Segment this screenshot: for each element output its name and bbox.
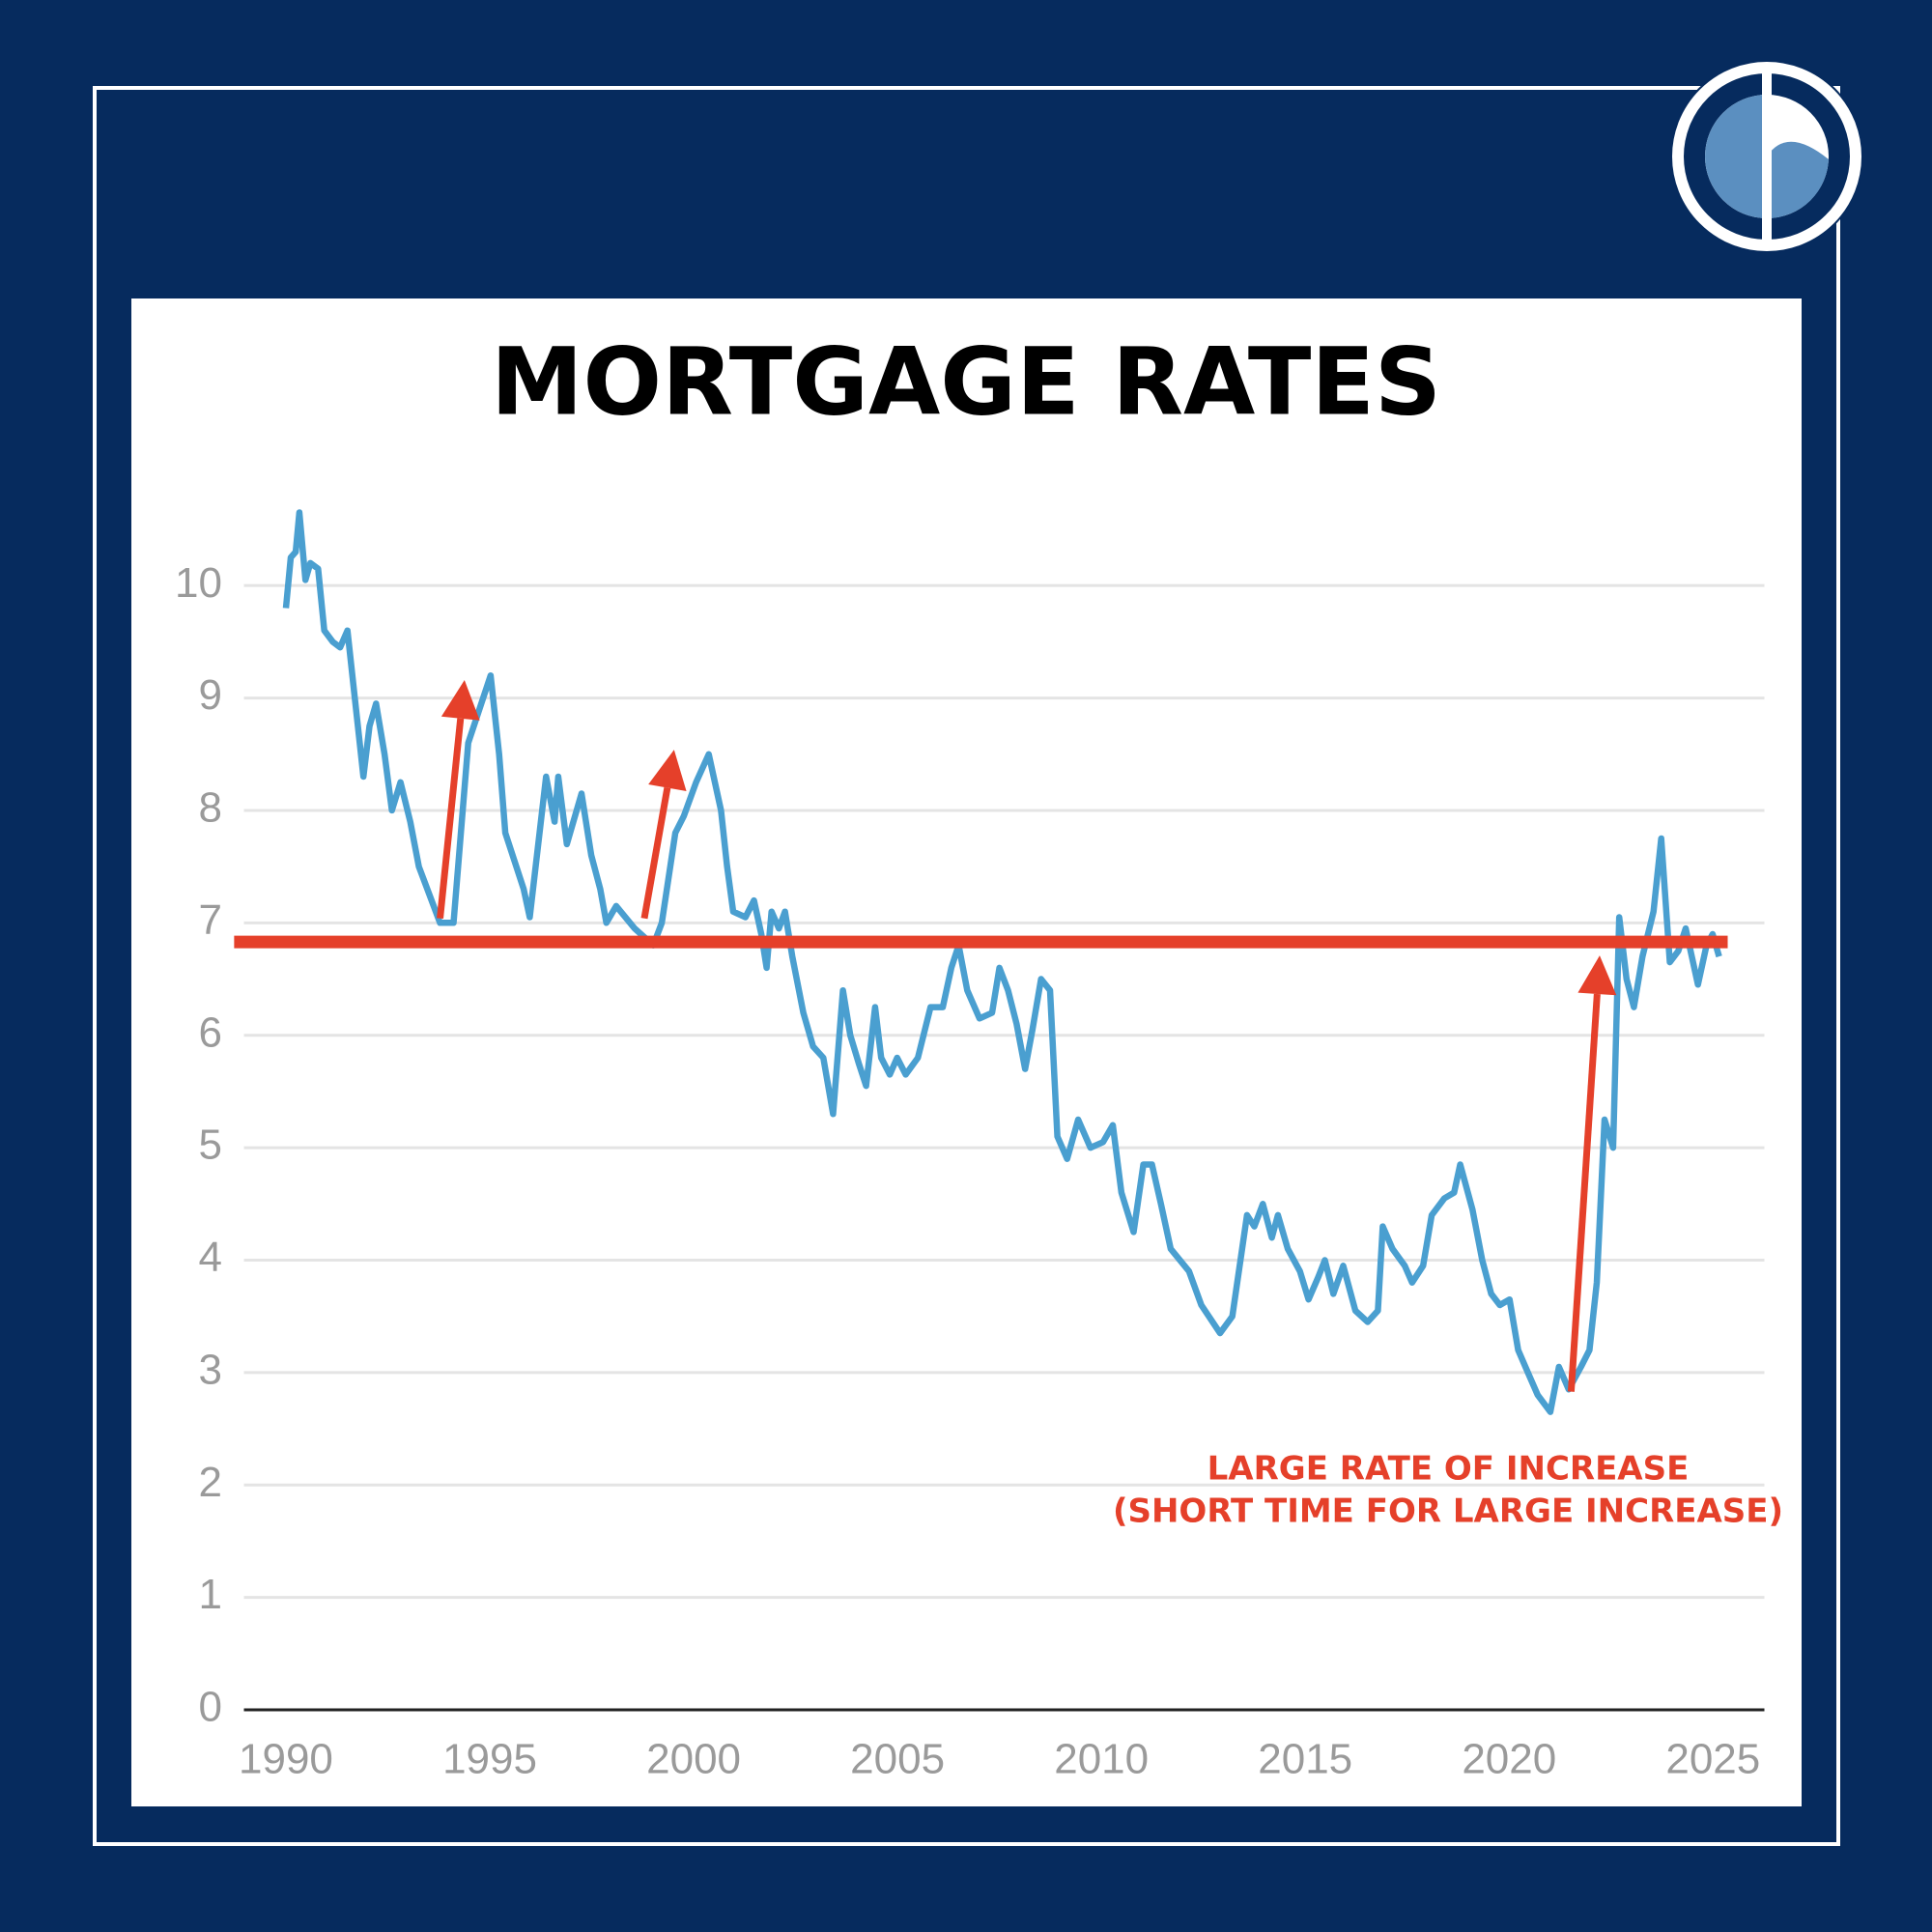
arrow-shaft <box>437 718 465 920</box>
y-tick-label: 9 <box>199 671 222 719</box>
logo-left <box>1705 95 1767 218</box>
y-tick-label: 5 <box>199 1122 222 1169</box>
y-tick-label: 2 <box>199 1459 222 1506</box>
x-tick-label: 2010 <box>1054 1736 1149 1783</box>
arrow-head <box>1577 955 1617 996</box>
x-tick-label: 1995 <box>442 1736 537 1783</box>
x-tick-label: 2025 <box>1665 1736 1760 1783</box>
frame <box>93 86 1840 1846</box>
logo <box>1670 60 1863 253</box>
x-tick-label: 2000 <box>646 1736 741 1783</box>
y-tick-label: 0 <box>199 1684 222 1731</box>
y-tick-label: 7 <box>199 896 222 944</box>
chart-title: MORTGAGE RATES <box>491 327 1441 436</box>
y-tick-label: 8 <box>199 784 222 832</box>
x-tick-label: 2015 <box>1258 1736 1352 1783</box>
y-tick-label: 1 <box>199 1571 222 1618</box>
x-tick-label: 2020 <box>1462 1736 1556 1783</box>
annotation: (SHORT TIME FOR LARGE INCREASE) <box>1113 1492 1783 1531</box>
y-tick-label: 4 <box>199 1234 222 1281</box>
panel <box>131 298 1802 1806</box>
arrow-head <box>440 679 480 721</box>
arrow-shaft <box>640 786 671 920</box>
y-tick-label: 10 <box>175 559 222 607</box>
x-tick-label: 2005 <box>850 1736 945 1783</box>
logo-right <box>1767 141 1829 219</box>
annotation: LARGE RATE OF INCREASE <box>1208 1450 1690 1489</box>
y-tick-label: 3 <box>199 1346 222 1393</box>
y-tick-label: 6 <box>199 1009 222 1056</box>
arrow-head <box>648 750 687 791</box>
x-tick-label: 1990 <box>239 1736 333 1783</box>
rate-line <box>282 509 1722 1415</box>
arrow-shaft <box>1567 993 1601 1392</box>
